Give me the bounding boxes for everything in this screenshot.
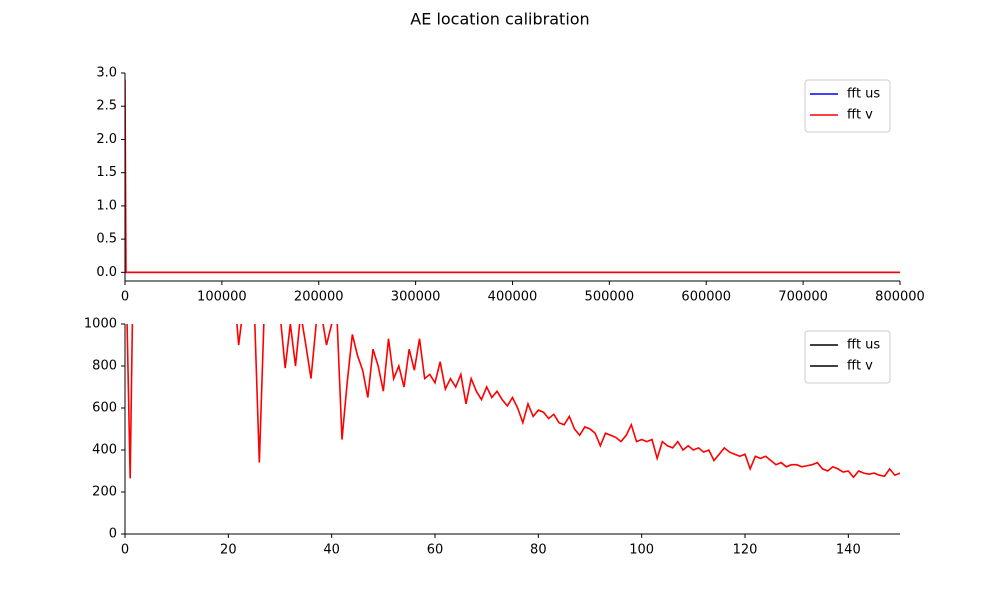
y-tick-label: 2.0 [96,132,117,147]
x-tick-label: 0 [121,543,129,558]
series-line [126,324,900,479]
legend-box [804,79,891,133]
y-tick-label: 2.5 [96,99,117,114]
legend-label: fft v [847,108,873,123]
legend-label: fft us [847,338,880,353]
x-tick-label: 500000 [585,290,635,305]
x-tick-label: 700000 [778,290,828,305]
y-tick-label: 1.0 [96,198,117,213]
x-tick-label: 400000 [488,290,538,305]
y-tick-label: 200 [92,485,117,500]
x-tick-label: 300000 [391,290,441,305]
legend-label: fft us [847,87,880,102]
y-tick-label: 600 [92,401,117,416]
x-tick-label: 100000 [197,290,247,305]
legend-box [804,330,891,384]
x-tick-label: 80 [530,543,547,558]
x-tick-label: 60 [427,543,444,558]
x-tick-label: 100 [629,543,654,558]
x-tick-label: 0 [121,290,129,305]
figure-title: AE location calibration [410,10,589,29]
x-tick-label: 40 [323,543,340,558]
y-tick-label: 800 [92,359,117,374]
y-tick-label: 0.5 [96,232,117,247]
y-tick-label: 0 [109,527,117,542]
y-tick-label: 1.5 [96,165,117,180]
x-tick-label: 120 [733,543,758,558]
y-tick-label: 1000 [84,317,117,332]
x-tick-label: 20 [220,543,237,558]
legend-label: fft v [847,359,873,374]
series-line [125,79,900,274]
x-tick-label: 800000 [875,290,925,305]
x-tick-label: 140 [836,543,861,558]
y-tick-label: 3.0 [96,66,117,81]
y-tick-label: 400 [92,443,117,458]
x-tick-label: 200000 [294,290,344,305]
y-tick-label: 0.0 [96,265,117,280]
x-tick-label: 600000 [681,290,731,305]
